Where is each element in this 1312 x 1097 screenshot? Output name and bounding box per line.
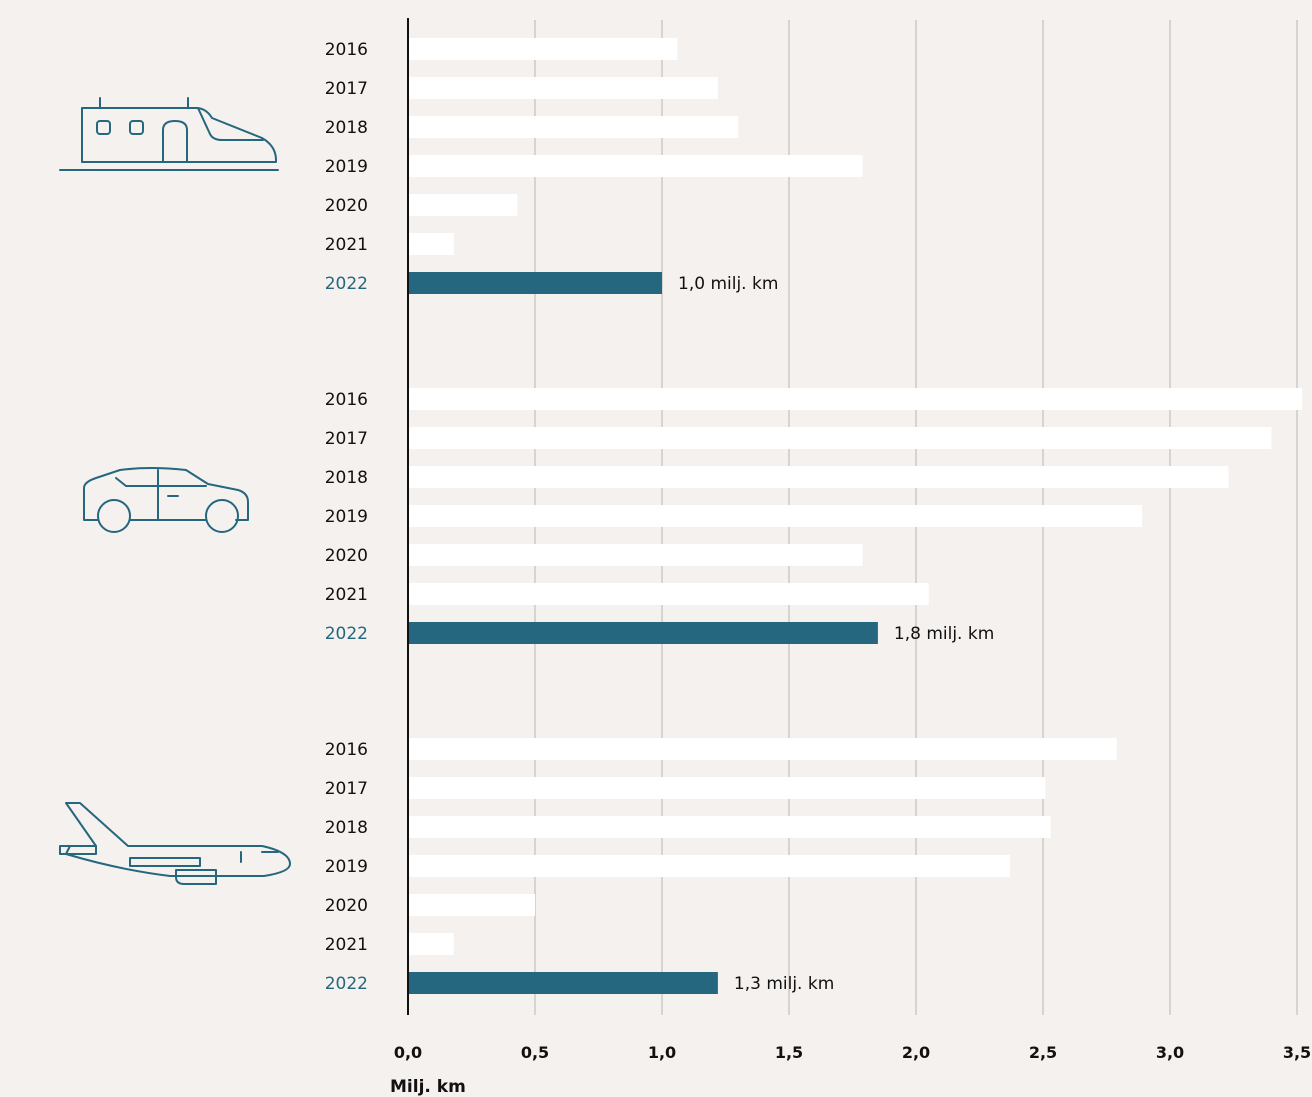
data-label: 1,3 milj. km: [734, 974, 834, 994]
category-label: 2017: [325, 779, 368, 799]
bar: [408, 388, 1303, 410]
bar: [408, 583, 929, 605]
category-label: 2019: [325, 857, 368, 877]
x-tick-label: 3,5: [1283, 1043, 1311, 1062]
train-icon: [59, 97, 279, 171]
category-label: 2019: [325, 157, 368, 177]
bar: [408, 155, 863, 177]
category-label: 2020: [325, 896, 368, 916]
bar: [408, 933, 454, 955]
bar: [408, 233, 454, 255]
category-label: 2021: [325, 235, 368, 255]
category-label: 2022: [325, 624, 368, 644]
bar: [408, 777, 1046, 799]
category-label: 2018: [325, 468, 368, 488]
x-axis-title: Milj. km: [390, 1077, 466, 1097]
bar: [408, 194, 518, 216]
bar: [408, 427, 1272, 449]
x-tick-label: 3,0: [1156, 1043, 1184, 1062]
x-tick-label: 0,0: [394, 1043, 422, 1062]
category-label: 2020: [325, 196, 368, 216]
category-label: 2020: [325, 546, 368, 566]
category-label: 2017: [325, 79, 368, 99]
bar: [408, 855, 1010, 877]
category-label: 2018: [325, 118, 368, 138]
x-tick-label: 2,5: [1029, 1043, 1057, 1062]
bar: [408, 894, 535, 916]
data-label: 1,0 milj. km: [678, 274, 778, 294]
car-icon: [83, 467, 249, 533]
bar: [408, 816, 1051, 838]
x-tick-label: 0,5: [521, 1043, 549, 1062]
bar: [408, 622, 878, 644]
category-label: 2018: [325, 818, 368, 838]
bar: [408, 272, 662, 294]
airplane-icon: [59, 802, 291, 885]
icons: [59, 97, 291, 885]
category-label: 2022: [325, 974, 368, 994]
category-label: 2016: [325, 40, 368, 60]
bar: [408, 972, 718, 994]
labels: 0,0 0,5 1,0 1,5 2,0 2,5 3,0 3,5 2016 2017 2018 2019…: [325, 40, 1311, 1062]
x-tick-label: 1,5: [775, 1043, 803, 1062]
bar: [408, 77, 718, 99]
bar: [408, 38, 678, 60]
x-tick-label: 1,0: [648, 1043, 676, 1062]
category-label: 2019: [325, 507, 368, 527]
x-tick-label: 2,0: [902, 1043, 930, 1062]
data-label: 1,8 milj. km: [894, 624, 994, 644]
category-label: 2022: [325, 274, 368, 294]
bar: [408, 544, 863, 566]
bars: [408, 38, 1303, 994]
category-label: 2021: [325, 935, 368, 955]
category-label: 2016: [325, 740, 368, 760]
category-label: 2021: [325, 585, 368, 605]
category-label: 2016: [325, 390, 368, 410]
bar: [408, 505, 1143, 527]
category-label: 2017: [325, 429, 368, 449]
bar: [408, 116, 739, 138]
bar: [408, 738, 1117, 760]
bar: [408, 466, 1229, 488]
